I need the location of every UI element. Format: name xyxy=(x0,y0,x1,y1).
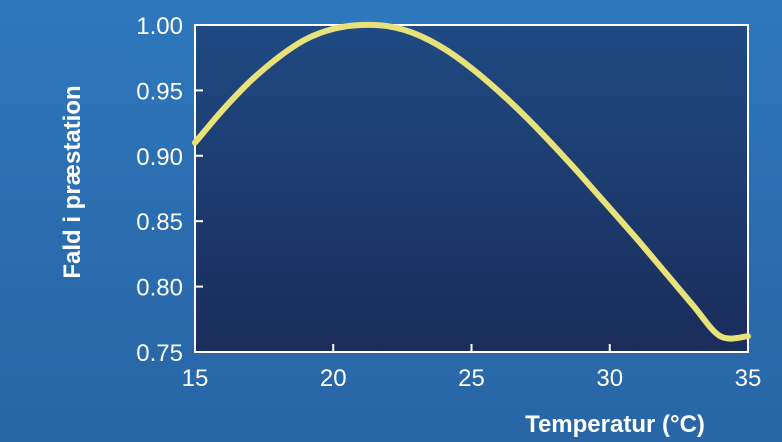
x-tick-label: 35 xyxy=(735,365,762,392)
y-tick-label: 0.85 xyxy=(136,209,183,236)
y-tick-label: 0.90 xyxy=(136,144,183,171)
y-tick-label: 0.75 xyxy=(136,340,183,367)
y-tick-label: 0.80 xyxy=(136,275,183,302)
x-tick-labels: 15 20 25 30 35 xyxy=(182,365,762,392)
y-axis-title: Fald i præstation xyxy=(59,85,86,278)
y-tick-labels: 1.00 0.95 0.90 0.85 0.80 0.75 xyxy=(136,13,183,367)
axis-ticks xyxy=(194,24,749,353)
x-tick-label: 30 xyxy=(596,365,623,392)
y-tick-label: 0.95 xyxy=(136,78,183,105)
x-tick-label: 25 xyxy=(458,365,485,392)
y-tick-label: 1.00 xyxy=(136,13,183,40)
x-tick-label: 15 xyxy=(182,365,209,392)
series-line xyxy=(192,21,751,342)
x-tick-label: 20 xyxy=(320,365,347,392)
x-axis-title: Temperatur (°C) xyxy=(525,411,705,438)
plot-area xyxy=(194,24,749,353)
